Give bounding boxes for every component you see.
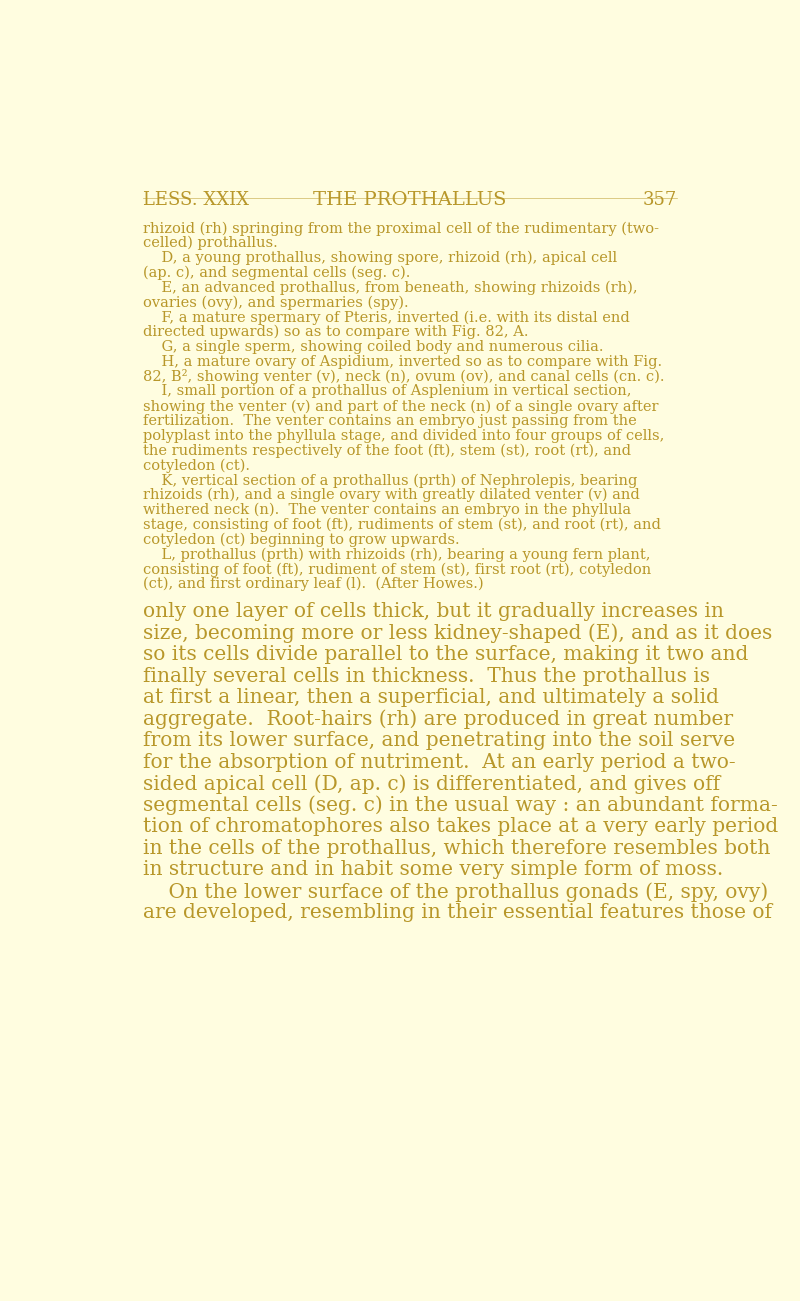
- Text: only one layer of cells thick, but it gradually increases in: only one layer of cells thick, but it gr…: [143, 602, 724, 621]
- Text: polyplast into the phyllula stage, and divided into four groups of cells,: polyplast into the phyllula stage, and d…: [143, 429, 665, 442]
- Text: at first a linear, then a superficial, and ultimately a solid: at first a linear, then a superficial, a…: [143, 688, 719, 706]
- Text: rhizoid (rh) springing from the proximal cell of the rudimentary (two-: rhizoid (rh) springing from the proximal…: [143, 221, 659, 235]
- Text: from its lower surface, and penetrating into the soil serve: from its lower surface, and penetrating …: [143, 731, 735, 751]
- Text: directed upwards) so as to compare with Fig. 82, A.: directed upwards) so as to compare with …: [143, 325, 529, 340]
- Text: F, a mature spermary of Pteris, inverted (i.e. with its distal end: F, a mature spermary of Pteris, inverted…: [143, 310, 630, 324]
- Text: the rudiments respectively of the foot (ft), stem (st), root (rt), and: the rudiments respectively of the foot (…: [143, 444, 631, 458]
- Text: L, prothallus (prth) with rhizoids (rh), bearing a young fern plant,: L, prothallus (prth) with rhizoids (rh),…: [143, 548, 651, 562]
- Text: On the lower surface of the prothallus gonads (E, spy, ovy): On the lower surface of the prothallus g…: [143, 882, 769, 902]
- Text: K, vertical section of a prothallus (prth) of Nephrolepis, bearing: K, vertical section of a prothallus (prt…: [143, 474, 638, 488]
- Text: THE PROTHALLUS: THE PROTHALLUS: [314, 191, 506, 209]
- Text: so its cells divide parallel to the surface, making it two and: so its cells divide parallel to the surf…: [143, 645, 749, 664]
- Text: H, a mature ovary of Aspidium, inverted so as to compare with Fig.: H, a mature ovary of Aspidium, inverted …: [143, 355, 662, 368]
- Text: rhizoids (rh), and a single ovary with greatly dilated venter (v) and: rhizoids (rh), and a single ovary with g…: [143, 488, 640, 502]
- Text: showing the venter (v) and part of the neck (n) of a single ovary after: showing the venter (v) and part of the n…: [143, 399, 659, 414]
- Text: in structure and in habit some very simple form of moss.: in structure and in habit some very simp…: [143, 860, 724, 879]
- Text: I, small portion of a prothallus of Asplenium in vertical section,: I, small portion of a prothallus of Aspl…: [143, 384, 632, 398]
- Text: segmental cells (seg. c) in the usual way : an abundant forma-: segmental cells (seg. c) in the usual wa…: [143, 796, 778, 816]
- Text: cotyledon (ct) beginning to grow upwards.: cotyledon (ct) beginning to grow upwards…: [143, 532, 460, 546]
- Text: E, an advanced prothallus, from beneath, showing rhizoids (rh),: E, an advanced prothallus, from beneath,…: [143, 281, 638, 295]
- Text: D, a young prothallus, showing spore, rhizoid (rh), apical cell: D, a young prothallus, showing spore, rh…: [143, 251, 618, 265]
- Text: size, becoming more or less kidney-shaped (E), and as it does: size, becoming more or less kidney-shape…: [143, 623, 773, 643]
- Text: LESS. XXIX: LESS. XXIX: [143, 191, 250, 209]
- Text: fertilization.  The venter contains an embryo just passing from the: fertilization. The venter contains an em…: [143, 414, 637, 428]
- Text: cotyledon (ct).: cotyledon (ct).: [143, 458, 250, 472]
- Text: 82, B², showing venter (v), neck (n), ovum (ov), and canal cells (cn. c).: 82, B², showing venter (v), neck (n), ov…: [143, 369, 665, 385]
- Text: in the cells of the prothallus, which therefore resembles both: in the cells of the prothallus, which th…: [143, 839, 770, 857]
- Text: (ct), and first ordinary leaf (l).  (After Howes.): (ct), and first ordinary leaf (l). (Afte…: [143, 578, 484, 592]
- Text: withered neck (n).  The venter contains an embryo in the phyllula: withered neck (n). The venter contains a…: [143, 503, 631, 518]
- Text: G, a single sperm, showing coiled body and numerous cilia.: G, a single sperm, showing coiled body a…: [143, 340, 604, 354]
- Text: for the absorption of nutriment.  At an early period a two-: for the absorption of nutriment. At an e…: [143, 753, 736, 771]
- Text: finally several cells in thickness.  Thus the prothallus is: finally several cells in thickness. Thus…: [143, 666, 710, 686]
- Text: aggregate.  Root-hairs (rh) are produced in great number: aggregate. Root-hairs (rh) are produced …: [143, 709, 734, 730]
- Text: ovaries (ovy), and spermaries (spy).: ovaries (ovy), and spermaries (spy).: [143, 295, 409, 310]
- Text: (ap. c), and segmental cells (seg. c).: (ap. c), and segmental cells (seg. c).: [143, 265, 410, 280]
- Text: tion of chromatophores also takes place at a very early period: tion of chromatophores also takes place …: [143, 817, 778, 837]
- Text: are developed, resembling in their essential features those of: are developed, resembling in their essen…: [143, 903, 773, 922]
- Text: stage, consisting of foot (ft), rudiments of stem (st), and root (rt), and: stage, consisting of foot (ft), rudiment…: [143, 518, 662, 532]
- Text: 357: 357: [642, 191, 677, 209]
- Text: celled) prothallus.: celled) prothallus.: [143, 235, 278, 251]
- Text: sided apical cell (D, ap. c) is differentiated, and gives off: sided apical cell (D, ap. c) is differen…: [143, 774, 721, 794]
- Text: consisting of foot (ft), rudiment of stem (st), first root (rt), cotyledon: consisting of foot (ft), rudiment of ste…: [143, 562, 652, 576]
